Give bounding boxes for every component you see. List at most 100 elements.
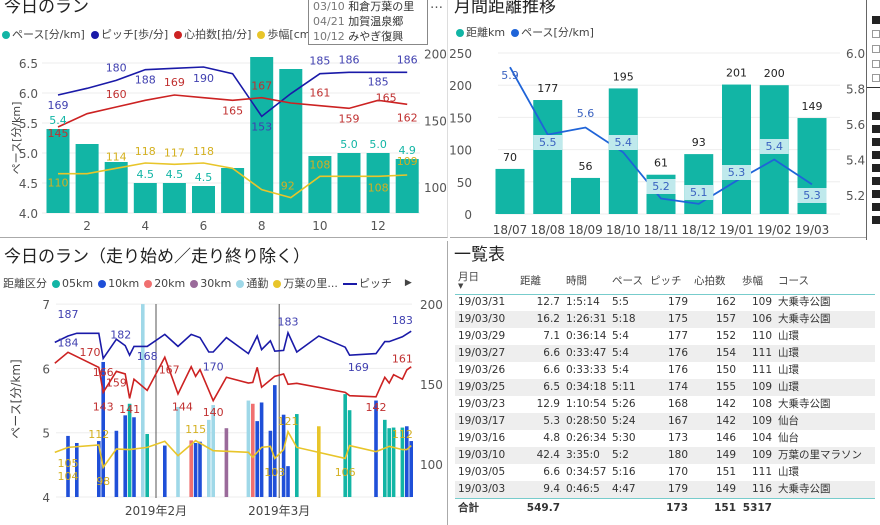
legend-heart-rate[interactable]: 心拍数[拍/分] <box>174 28 251 41</box>
monthly-distance-panel: 月間距離推移 距離km ペース[分/km] 0 50 100 150 200 250 5.2… <box>450 0 866 238</box>
column-header[interactable]: ペース <box>609 268 647 295</box>
pace-label-bg <box>684 185 714 200</box>
table-cell: 157 <box>691 311 739 328</box>
legend-distance[interactable]: 距離km <box>456 26 505 39</box>
table-cell: 110 <box>751 330 772 342</box>
legend-20km[interactable]: 20km <box>144 277 185 290</box>
slicer-checkbox[interactable] <box>872 30 880 38</box>
column-header[interactable]: ピッチ <box>647 268 691 295</box>
legend-commute[interactable]: 通勤 <box>236 277 268 290</box>
legend-manyo[interactable]: 万葉の里... <box>273 277 338 290</box>
hr-label: 167 <box>251 80 272 93</box>
slicer-checkbox[interactable] <box>872 74 880 82</box>
legend-pitch[interactable]: ピッチ <box>342 277 392 290</box>
stride-label: 114 <box>106 150 127 163</box>
legend-10km[interactable]: 10km <box>98 277 139 290</box>
table-row[interactable]: 19/03/29 7.1 0:36:14 5:4 177 152 110 山環 <box>455 328 875 345</box>
table-row[interactable]: 19/03/10 42.4 3:35:0 5:2 180 149 109 万葉の里マラソン <box>455 447 875 464</box>
legend-pace[interactable]: ペース[分/km] <box>2 28 85 41</box>
table-cell: 42.4 <box>517 447 563 464</box>
table-cell: 0:36:14 <box>566 330 607 342</box>
table-cell: 1:5:14 <box>566 296 600 309</box>
pitch-label: 186 <box>339 53 360 66</box>
slicer-checkbox[interactable] <box>872 138 880 146</box>
table-cell: 大乗寺公園 <box>778 398 831 410</box>
column-header[interactable]: 心拍数 <box>691 268 739 295</box>
x-tick-label: 18/07 <box>493 223 528 237</box>
more-options-button[interactable]: … <box>430 0 443 12</box>
table-cell: 106 <box>739 311 775 328</box>
table-cell: 16.2 <box>517 311 563 328</box>
legend-05km[interactable]: 05km <box>52 277 93 290</box>
table-row[interactable]: 19/03/16 4.8 0:26:34 5:30 173 146 104 仙台 <box>455 430 875 447</box>
pace-bar <box>308 156 332 213</box>
slicer-checkbox[interactable] <box>872 177 880 185</box>
table-cell: 1:10:54 <box>566 398 607 410</box>
hr-label: 142 <box>366 401 387 414</box>
legend-30km[interactable]: 30km <box>190 277 231 290</box>
table-row[interactable]: 19/03/26 6.6 0:33:33 5:4 176 150 111 山環 <box>455 362 875 379</box>
stride-label: 115 <box>185 423 206 436</box>
slicer-checkbox[interactable] <box>872 112 880 120</box>
table-cell: 111 <box>751 364 772 376</box>
pace-label-bg <box>759 139 789 154</box>
hr-label: 159 <box>106 376 127 389</box>
table-cell: 5:4 <box>612 364 629 376</box>
runs-chart: 4 5 6 7 100 150 200 ペース[分/km] 2019年2月 2019年3月 187 1… <box>9 298 443 518</box>
pace-label: 5.0 <box>369 138 387 151</box>
stride-label: 118 <box>135 145 156 158</box>
heart-rate-line <box>54 351 412 403</box>
table-cell: 155 <box>691 379 739 396</box>
table-cell: 山環 <box>778 466 799 478</box>
slicer-checkbox[interactable] <box>872 125 880 133</box>
table-row[interactable]: 19/03/03 9.4 0:46:5 4:47 179 149 116 大乗寺公園 <box>455 481 875 498</box>
x-tick-label: 10 <box>312 219 327 233</box>
slicer-checkbox[interactable] <box>872 16 880 24</box>
x-tick-label: 19/02 <box>757 223 792 237</box>
table-cell: 0:26:34 <box>566 432 607 444</box>
monthly-chart: 0 50 100 150 200 250 5.2 5.4 5.6 5.8 6.0 18/07 18/08… <box>450 47 865 237</box>
run-bar <box>317 426 321 497</box>
table-row[interactable]: 19/03/25 6.5 0:34:18 5:11 174 155 109 山環 <box>455 379 875 396</box>
pitch-label: 170 <box>203 360 224 373</box>
slicer-checkbox[interactable] <box>872 216 880 224</box>
column-header[interactable]: 歩幅 <box>739 268 775 295</box>
slicer-checkbox[interactable] <box>872 60 880 68</box>
table-row[interactable]: 19/03/30 16.2 1:26:31 5:18 175 157 106 大乗寺公園 <box>455 311 875 328</box>
pace-label: 4.5 <box>166 168 184 181</box>
y-tick-label: 100 <box>450 144 472 158</box>
pace-bar <box>162 183 186 213</box>
pitch-label: 188 <box>135 74 156 87</box>
y2-tick-label: 150 <box>420 378 443 392</box>
run-bar <box>66 435 70 497</box>
slicer-checkbox[interactable] <box>872 164 880 172</box>
table-cell: 173 <box>667 432 688 444</box>
slicer-checkbox[interactable] <box>872 190 880 198</box>
column-header[interactable]: 距離 <box>517 268 563 295</box>
legend-next-arrow-icon[interactable]: ▶ <box>404 278 412 288</box>
sort-desc-icon: ▼ <box>458 282 464 291</box>
legend-pace[interactable]: ペース[分/km] <box>511 26 594 39</box>
table-row[interactable]: 19/03/17 5.3 0:28:50 5:24 167 142 109 仙台 <box>455 413 875 430</box>
table-row[interactable]: 19/03/23 12.9 1:10:54 5:26 168 142 108 大乗寺公園 <box>455 396 875 413</box>
runs-table: 月日 ▼ 距離 時間 ペース ピッチ 心拍数 歩幅 コース 19/03/31 12.7 1:5:14… <box>455 268 875 519</box>
slicer-checkbox[interactable] <box>872 203 880 211</box>
table-row[interactable]: 19/03/27 6.6 0:33:47 5:4 176 154 111 山環 <box>455 345 875 362</box>
stride-label: 103 <box>264 466 285 479</box>
x-tick-label: 2019年3月 <box>248 504 310 518</box>
legend-pitch[interactable]: ピッチ[歩/分] <box>90 28 168 41</box>
table-row[interactable]: 19/03/05 6.6 0:34:57 5:16 170 151 111 山環 <box>455 464 875 481</box>
hr-label: 170 <box>80 346 101 359</box>
table-cell: 5.3 <box>517 413 563 430</box>
legend-stride[interactable]: 歩幅[cm] <box>257 28 315 41</box>
y-tick-label: 5 <box>42 427 50 441</box>
pitch-label: 169 <box>348 361 369 374</box>
table-row[interactable]: 19/03/31 12.7 1:5:14 5:5 179 162 109 大乗寺公園 <box>455 294 875 311</box>
column-header[interactable]: コース <box>775 268 875 295</box>
column-header[interactable]: 月日 ▼ <box>455 268 517 295</box>
slicer-checkbox[interactable] <box>872 45 880 53</box>
stride-label: 112 <box>88 428 109 441</box>
slicer-checkbox[interactable] <box>872 151 880 159</box>
slicer-panel <box>866 0 880 240</box>
column-header[interactable]: 時間 <box>563 268 609 295</box>
